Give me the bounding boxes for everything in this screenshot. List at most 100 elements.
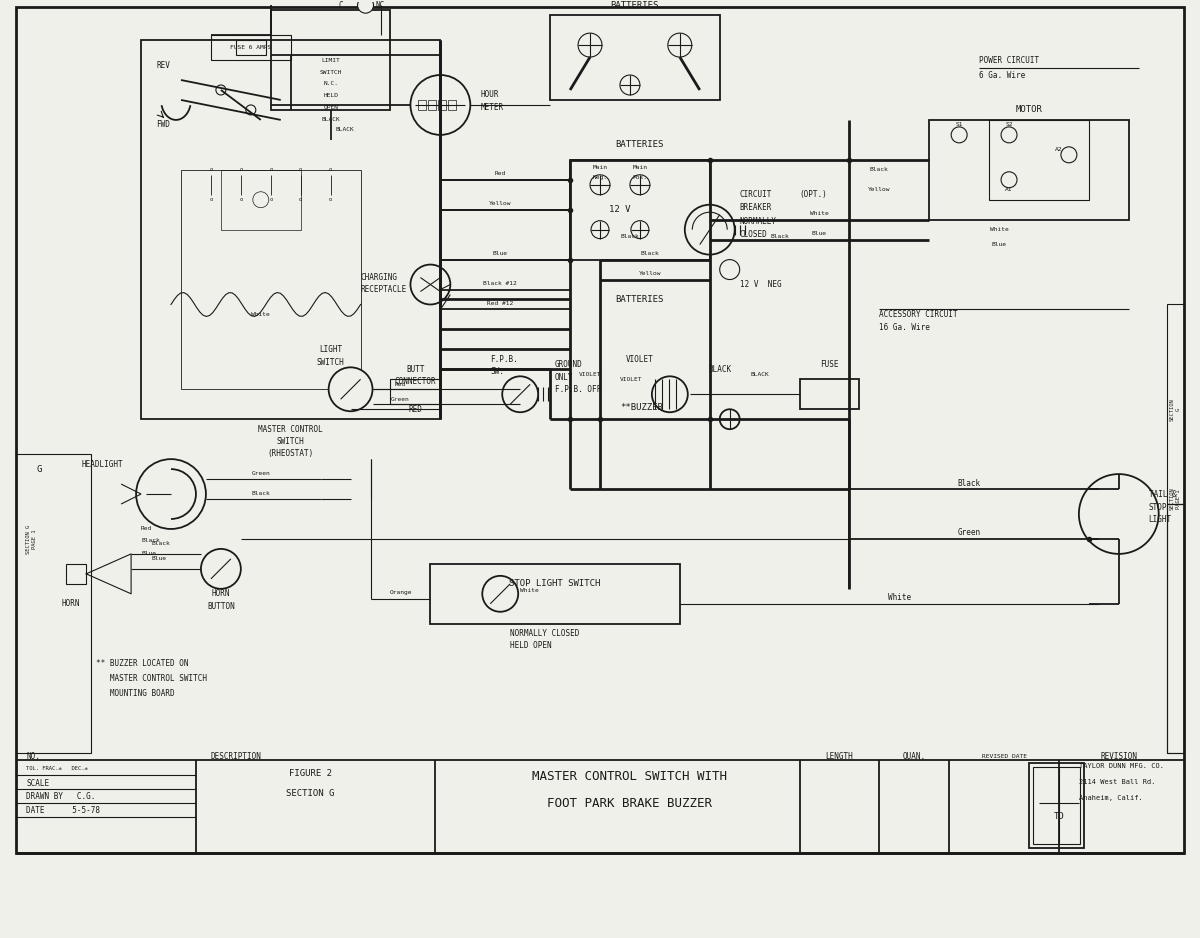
Text: ** BUZZER LOCATED ON: ** BUZZER LOCATED ON xyxy=(96,659,188,668)
Text: RED: RED xyxy=(408,404,422,414)
Bar xyxy=(929,120,1129,219)
Bar xyxy=(271,10,390,110)
Bar xyxy=(390,379,440,404)
Text: S1: S1 xyxy=(955,122,962,128)
Text: Yellow: Yellow xyxy=(868,188,890,192)
Text: STOP LIGHT SWITCH: STOP LIGHT SWITCH xyxy=(510,580,601,588)
Text: Blue: Blue xyxy=(812,231,827,236)
Bar xyxy=(550,15,720,100)
Text: SWITCH: SWITCH xyxy=(317,358,344,367)
Circle shape xyxy=(329,368,372,411)
Text: SWITCH: SWITCH xyxy=(277,437,305,446)
Text: HORN: HORN xyxy=(211,589,230,598)
Circle shape xyxy=(253,191,269,207)
Text: Main: Main xyxy=(632,165,648,171)
Text: FUSE 6 AMPS: FUSE 6 AMPS xyxy=(230,45,271,50)
Text: **BUZZER: **BUZZER xyxy=(620,402,662,412)
Text: DESCRIPTION: DESCRIPTION xyxy=(211,752,262,762)
Bar xyxy=(431,564,680,624)
Circle shape xyxy=(1001,172,1018,188)
Text: Black: Black xyxy=(252,491,270,495)
Text: VIOLET: VIOLET xyxy=(578,371,601,377)
Text: REVISED DATE: REVISED DATE xyxy=(982,754,1026,760)
Circle shape xyxy=(1001,127,1018,143)
Text: RECEPTACLE: RECEPTACLE xyxy=(360,285,407,294)
Text: HEADLIGHT: HEADLIGHT xyxy=(82,460,122,469)
Text: FOOT PARK BRAKE BUZZER: FOOT PARK BRAKE BUZZER xyxy=(547,796,713,809)
Text: Black: Black xyxy=(958,478,980,488)
Circle shape xyxy=(592,220,608,238)
Bar xyxy=(1166,305,1183,504)
Text: A2: A2 xyxy=(1055,147,1063,152)
Circle shape xyxy=(1079,474,1159,554)
Text: MASTER CONTROL: MASTER CONTROL xyxy=(258,425,323,433)
Text: o: o xyxy=(329,197,332,203)
Text: MOTOR: MOTOR xyxy=(1015,105,1043,114)
Text: o: o xyxy=(209,167,212,173)
Text: SCALE: SCALE xyxy=(26,779,49,788)
Text: BATTERIES: BATTERIES xyxy=(611,1,659,9)
Text: BREAKER: BREAKER xyxy=(739,204,772,212)
Text: Black: Black xyxy=(641,251,659,256)
Circle shape xyxy=(631,220,649,238)
Text: G: G xyxy=(37,464,42,474)
Text: HOUR: HOUR xyxy=(480,90,499,99)
Text: Green: Green xyxy=(391,397,410,401)
Text: Black: Black xyxy=(142,538,160,543)
Text: 12 V: 12 V xyxy=(610,205,631,214)
Circle shape xyxy=(720,260,739,280)
Text: (OPT.): (OPT.) xyxy=(799,190,827,199)
Text: o: o xyxy=(239,167,242,173)
Circle shape xyxy=(685,204,734,254)
Circle shape xyxy=(503,376,538,412)
Text: DRAWN BY   C.G.: DRAWN BY C.G. xyxy=(26,792,96,801)
Circle shape xyxy=(410,75,470,135)
Circle shape xyxy=(200,549,241,589)
Text: ONLY: ONLY xyxy=(556,372,574,382)
Bar xyxy=(181,170,360,389)
Text: 2114 West Ball Rd.: 2114 West Ball Rd. xyxy=(1079,779,1156,785)
Text: White: White xyxy=(520,588,539,594)
Text: TOL. FRAC.±   DEC.±: TOL. FRAC.± DEC.± xyxy=(26,766,88,771)
Text: TAIL &: TAIL & xyxy=(1148,490,1176,498)
Text: LIGHT: LIGHT xyxy=(1148,516,1172,524)
Text: o: o xyxy=(329,167,332,173)
Text: Black #12: Black #12 xyxy=(484,281,517,286)
Text: Orange: Orange xyxy=(389,590,412,596)
Text: o: o xyxy=(299,197,302,203)
Text: CONNECTOR: CONNECTOR xyxy=(395,377,437,386)
Text: Neg.: Neg. xyxy=(593,175,607,180)
Text: BUTT: BUTT xyxy=(406,365,425,374)
Text: Red #12: Red #12 xyxy=(487,301,514,306)
Text: VIOLET: VIOLET xyxy=(620,377,642,382)
Text: (RHEOSTAT): (RHEOSTAT) xyxy=(268,448,314,458)
Text: NORMALLY: NORMALLY xyxy=(739,218,776,226)
Bar xyxy=(1028,764,1084,848)
Text: TAYLOR DUNN MFG. CO.: TAYLOR DUNN MFG. CO. xyxy=(1079,764,1164,769)
Text: SWITCH: SWITCH xyxy=(319,69,342,74)
Text: S2: S2 xyxy=(1006,122,1013,128)
Text: Blue: Blue xyxy=(151,556,166,561)
Bar xyxy=(428,100,437,110)
Text: Red: Red xyxy=(142,526,152,532)
Circle shape xyxy=(482,576,518,612)
Text: CHARGING: CHARGING xyxy=(360,273,397,282)
Text: VIOLET: VIOLET xyxy=(626,355,654,364)
Bar xyxy=(799,379,859,409)
Text: LENGTH: LENGTH xyxy=(826,752,853,762)
Circle shape xyxy=(620,75,640,95)
Circle shape xyxy=(590,174,610,195)
Text: GROUND: GROUND xyxy=(556,360,583,369)
Text: Green: Green xyxy=(252,471,270,476)
Bar xyxy=(438,100,446,110)
Text: FWD: FWD xyxy=(156,120,170,129)
Text: F.P.B.: F.P.B. xyxy=(491,355,518,364)
Text: SECTION G
PAGE 1: SECTION G PAGE 1 xyxy=(25,524,37,553)
Bar xyxy=(449,100,456,110)
Text: Black: Black xyxy=(770,234,788,239)
Text: Yellow: Yellow xyxy=(638,271,661,276)
Text: NO.: NO. xyxy=(26,752,41,762)
Text: F.P.B. OFF: F.P.B. OFF xyxy=(556,385,601,394)
Text: Main: Main xyxy=(593,165,607,171)
Bar xyxy=(1166,504,1183,753)
